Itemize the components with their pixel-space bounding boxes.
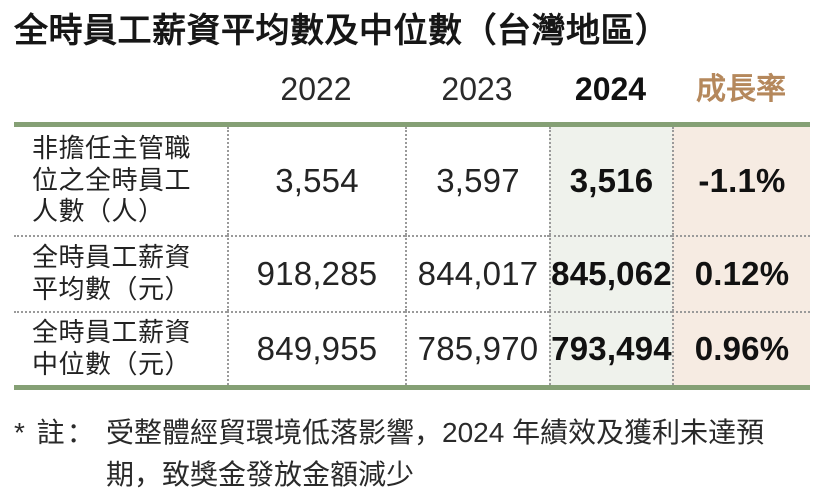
cell-mean-2024: 845,062 [549,234,672,311]
footnote: * 註： 受整體經貿環境低落影響，2024 年績效及獲利未達預期，致獎金發放金額… [14,412,826,496]
cell-headcount-2024: 3,516 [549,126,672,235]
page-title: 全時員工薪資平均數及中位數（台灣地區） [14,12,670,50]
row-label-mean-salary: 全時員工薪資平均數（元） [14,234,227,311]
cell-headcount-2022: 3,554 [227,126,405,235]
cell-median-2022: 849,955 [227,310,405,385]
column-header-growth-rate: 成長率 [696,72,786,106]
cell-median-growth: 0.96% [672,310,810,385]
salary-table: 2022 2023 2024 成長率 非擔任主管職位之全時員工人數（人） 3,5… [14,53,810,390]
cell-headcount-2023: 3,597 [405,126,549,235]
row-label-median-salary: 全時員工薪資中位數（元） [14,310,227,385]
footnote-marker: * 註： [14,416,97,448]
column-header-2024: 2024 [574,70,647,107]
table-body: 非擔任主管職位之全時員工人數（人） 3,554 3,597 3,516 -1.1… [14,121,810,390]
cell-mean-2022: 918,285 [227,234,405,311]
footnote-text: 受整體經貿環境低落影響，2024 年績效及獲利未達預期，致獎金發放金額減少 [106,416,765,490]
column-header-2022: 2022 [280,70,352,107]
column-header-2023: 2023 [441,70,513,107]
cell-mean-2023: 844,017 [405,234,549,311]
row-label-headcount: 非擔任主管職位之全時員工人數（人） [32,132,192,227]
table-header-row: 2022 2023 2024 成長率 [14,53,810,122]
cell-mean-growth: 0.12% [672,234,810,311]
cell-headcount-growth: -1.1% [672,126,810,235]
cell-median-2024: 793,494 [549,310,672,385]
header-spacer [14,108,227,122]
cell-median-2023: 785,970 [405,310,549,385]
